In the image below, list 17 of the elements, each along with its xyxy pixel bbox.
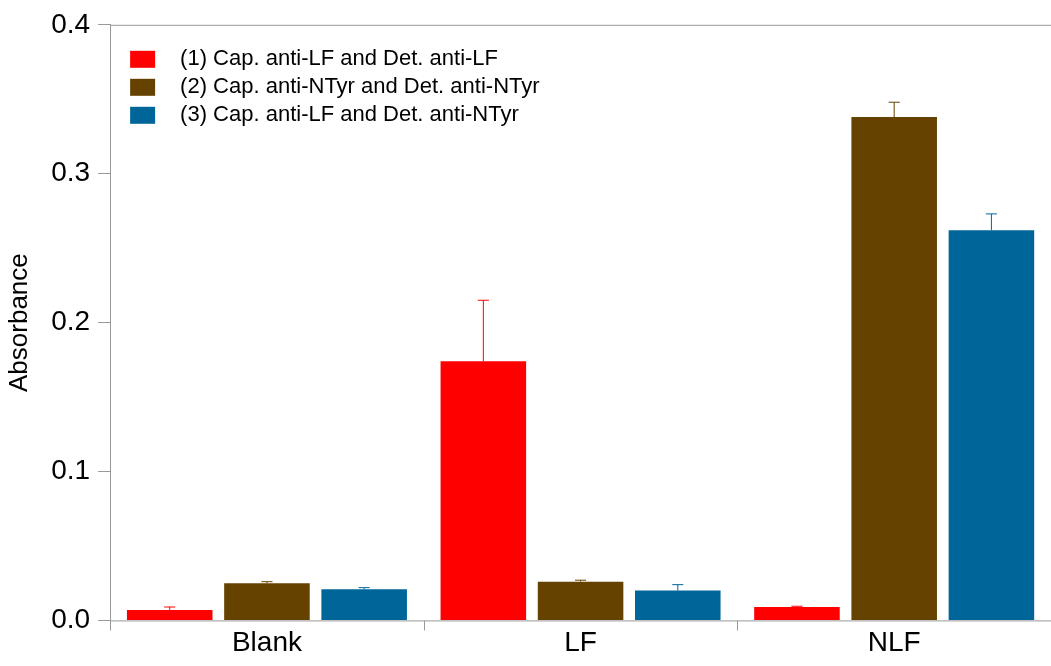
x-tick-label: Blank: [231, 625, 303, 657]
bar: [537, 581, 624, 620]
bar: [321, 589, 407, 620]
y-axis-title: Absorbance: [2, 253, 33, 392]
legend-label: (3) Cap. anti-LF and Det. anti-NTyr: [180, 100, 519, 126]
bar: [754, 607, 840, 620]
bar: [224, 583, 310, 620]
y-tick-label: 0.4: [51, 7, 91, 39]
y-tick-label: 0.0: [51, 603, 91, 635]
y-tick-label: 0.2: [51, 305, 91, 337]
bar: [126, 609, 213, 620]
x-tick-label: LF: [564, 625, 597, 657]
legend-label: (1) Cap. anti-LF and Det. anti-LF: [180, 44, 499, 70]
y-tick-label: 0.3: [51, 156, 91, 188]
y-tick-label: 0.1: [51, 454, 91, 486]
x-tick-label: NLF: [867, 625, 921, 657]
legend-label: (2) Cap. anti-NTyr and Det. anti-NTyr: [180, 72, 540, 98]
